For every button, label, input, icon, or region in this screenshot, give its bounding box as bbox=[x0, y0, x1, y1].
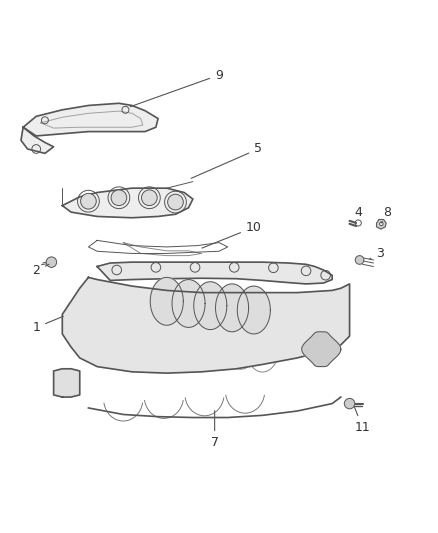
Polygon shape bbox=[62, 277, 350, 373]
Polygon shape bbox=[172, 280, 205, 327]
Circle shape bbox=[355, 256, 364, 264]
Circle shape bbox=[141, 190, 157, 206]
Text: 4: 4 bbox=[350, 206, 362, 224]
Polygon shape bbox=[62, 188, 193, 218]
Text: 5: 5 bbox=[191, 142, 262, 179]
Circle shape bbox=[312, 340, 331, 359]
Circle shape bbox=[46, 257, 57, 268]
Polygon shape bbox=[194, 282, 227, 329]
Text: 7: 7 bbox=[211, 411, 219, 449]
Polygon shape bbox=[97, 262, 332, 284]
Text: 11: 11 bbox=[354, 406, 371, 434]
Polygon shape bbox=[150, 277, 184, 325]
Circle shape bbox=[344, 398, 355, 409]
Polygon shape bbox=[237, 286, 270, 334]
Polygon shape bbox=[23, 103, 158, 136]
Circle shape bbox=[111, 190, 127, 206]
Text: 9: 9 bbox=[130, 69, 223, 107]
Polygon shape bbox=[302, 332, 341, 367]
Text: 2: 2 bbox=[32, 264, 49, 277]
Polygon shape bbox=[215, 284, 249, 332]
Text: 1: 1 bbox=[32, 316, 63, 334]
Polygon shape bbox=[53, 369, 80, 397]
Circle shape bbox=[380, 222, 383, 225]
Text: 8: 8 bbox=[381, 206, 391, 223]
Circle shape bbox=[81, 193, 96, 209]
Polygon shape bbox=[377, 220, 386, 229]
Text: 3: 3 bbox=[369, 247, 384, 260]
Polygon shape bbox=[21, 127, 53, 154]
Circle shape bbox=[168, 194, 184, 210]
Text: 10: 10 bbox=[202, 221, 262, 248]
